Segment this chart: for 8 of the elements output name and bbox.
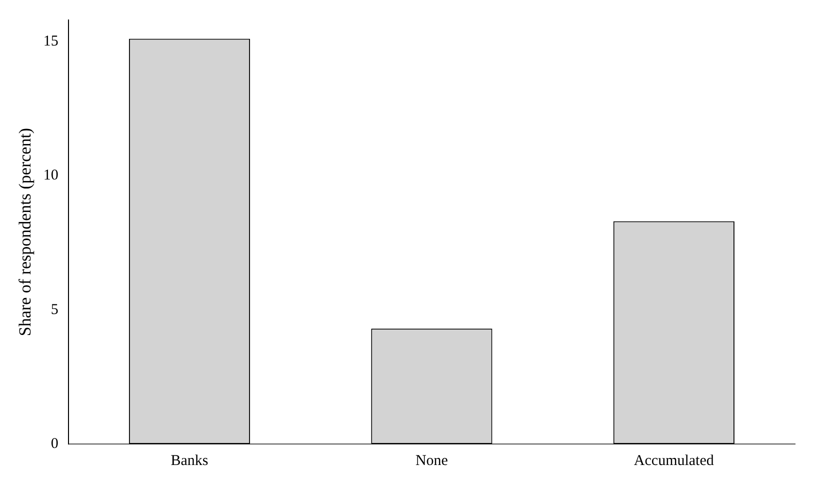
- y-tick-label: 0: [50, 436, 58, 452]
- x-tick-label: Accumulated: [634, 452, 714, 469]
- y-axis-title: Share of respondents (percent): [16, 128, 35, 336]
- y-tick-label: 5: [50, 302, 58, 318]
- y-tick-label: 10: [43, 168, 58, 184]
- x-tick-label: None: [415, 452, 448, 469]
- x-tick-label: Banks: [170, 452, 208, 469]
- y-tick-label: 15: [43, 33, 58, 50]
